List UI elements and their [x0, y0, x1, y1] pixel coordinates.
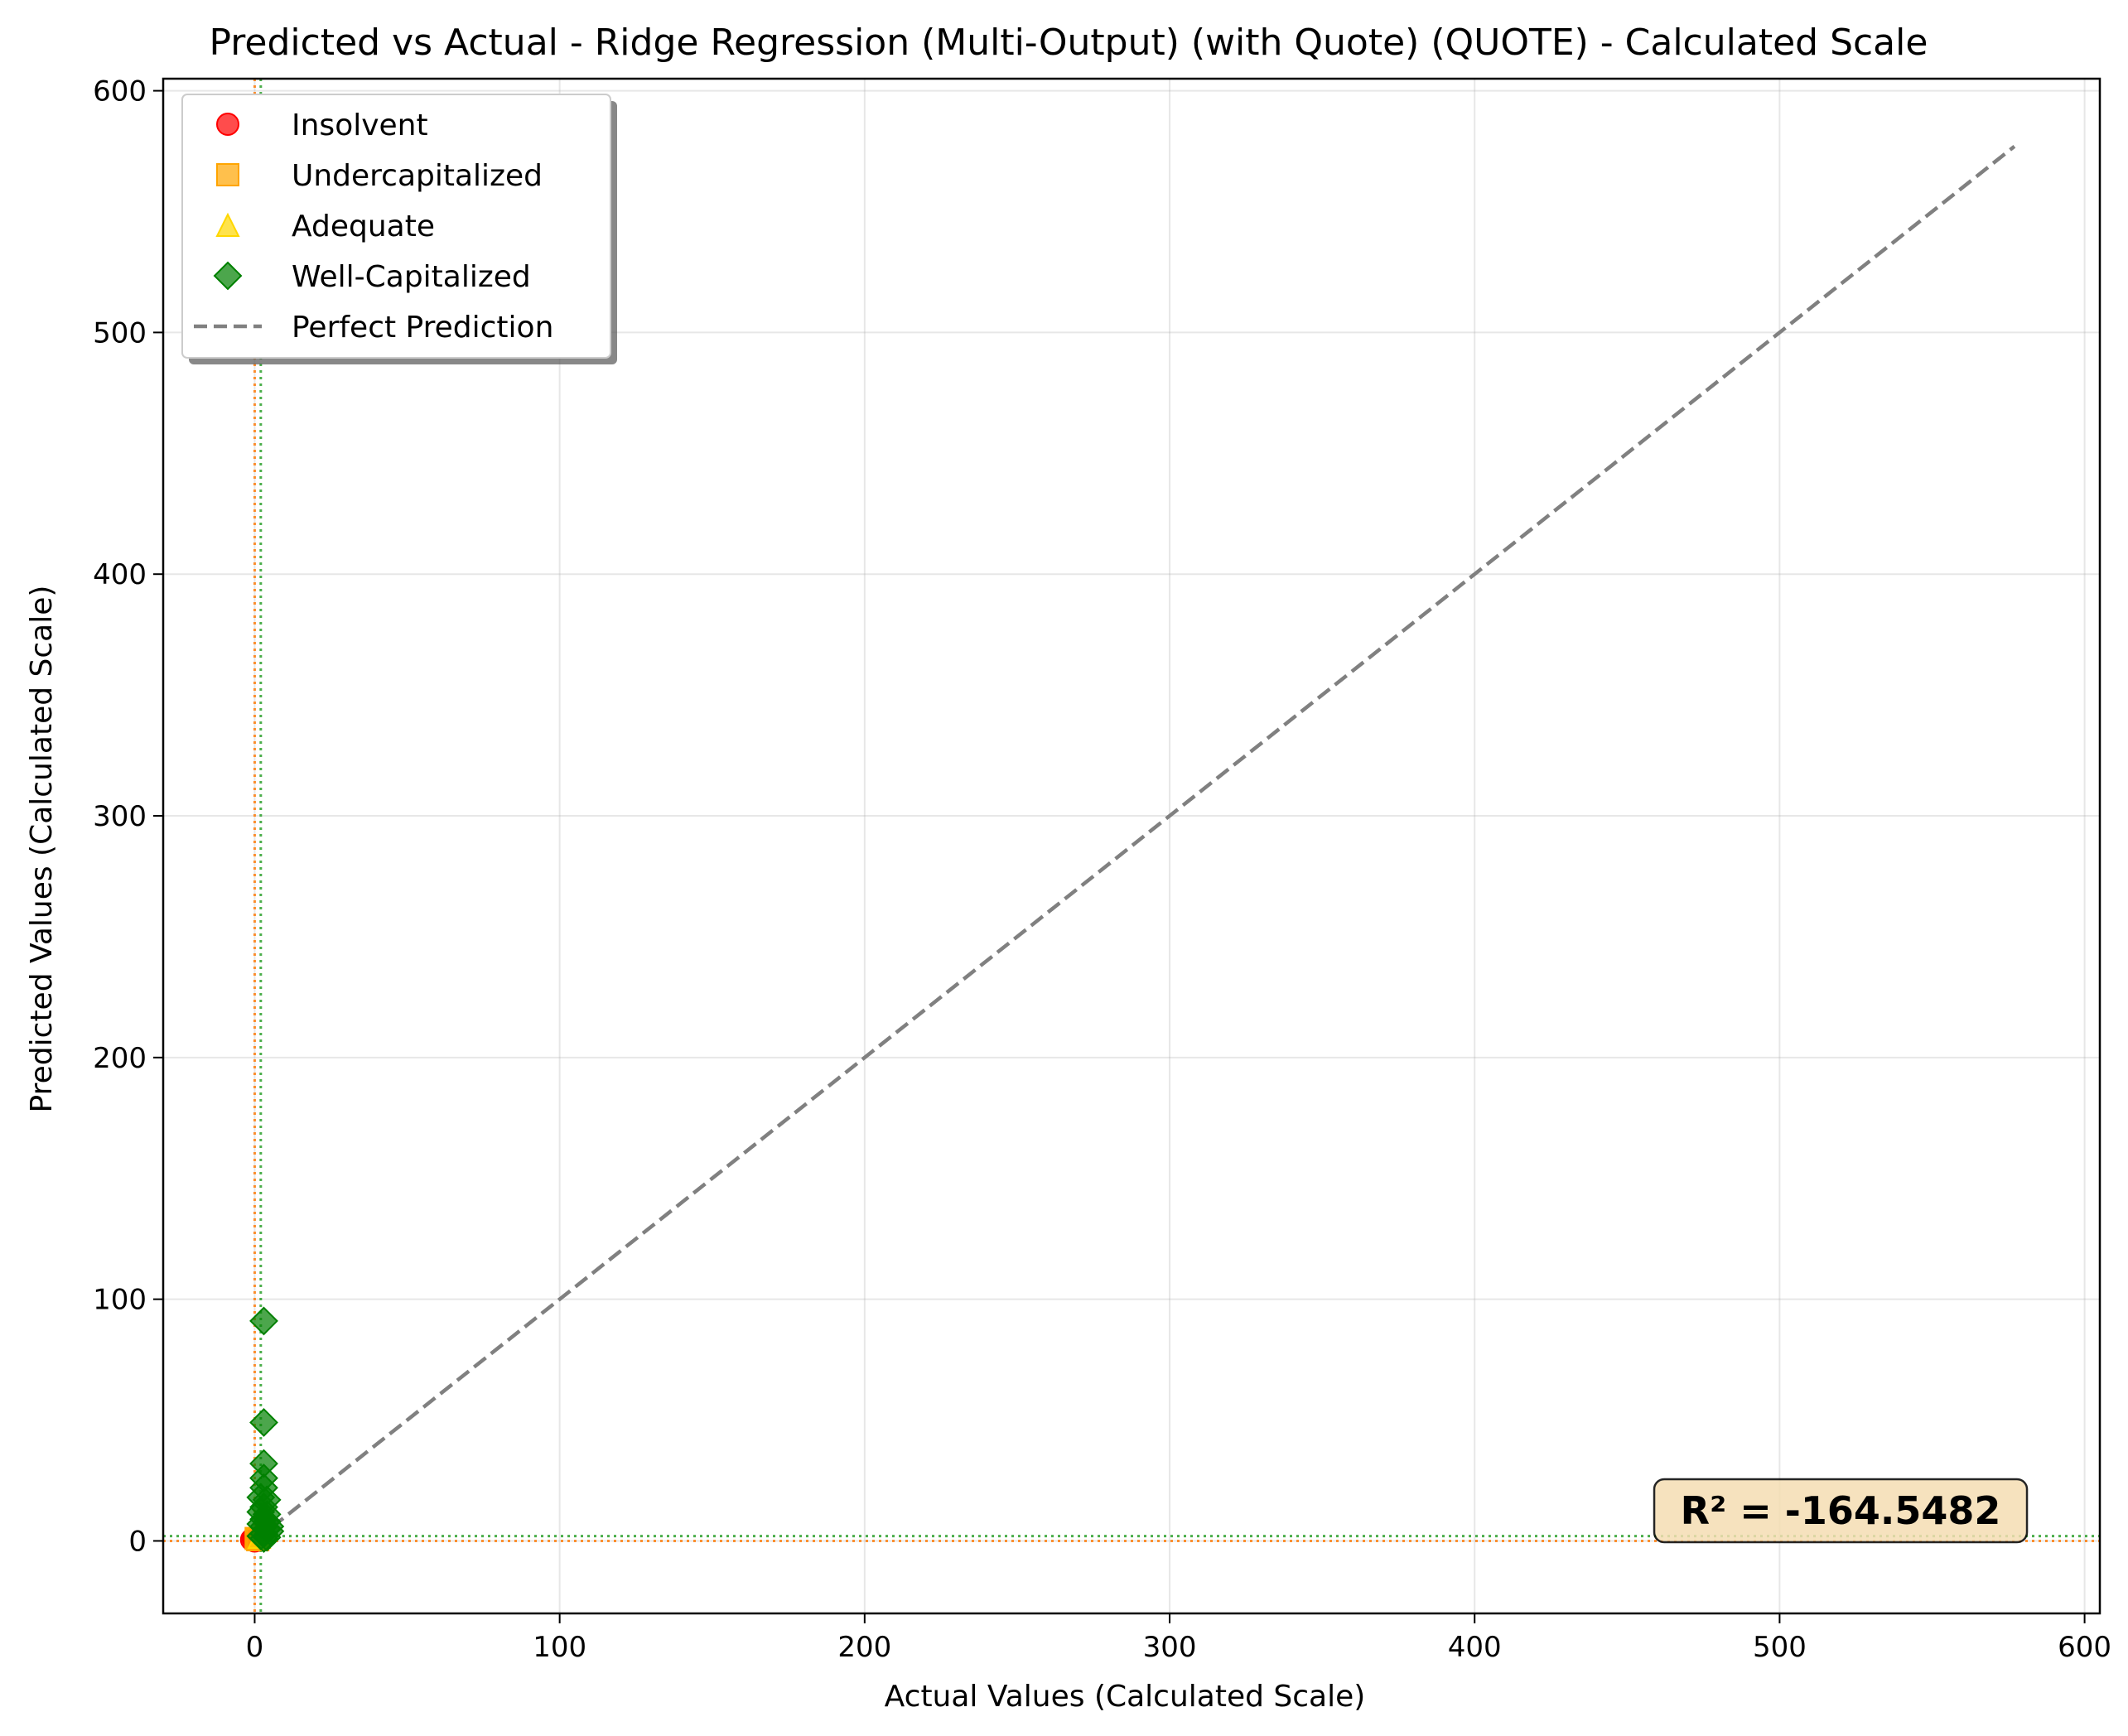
x-axis-label: Actual Values (Calculated Scale) [885, 1680, 1366, 1714]
y-tick-label: 300 [93, 800, 147, 833]
r2-annotation-box [1653, 1478, 2029, 1544]
reference-lines [163, 79, 2100, 1613]
legend-label-perfect-prediction: Perfect Prediction [292, 311, 553, 345]
x-tick-label: 600 [2058, 1631, 2111, 1664]
legend-label-insolvent: Insolvent [292, 108, 428, 142]
legend-marker-well-capitalized [213, 261, 243, 291]
y-tick-label: 100 [93, 1284, 147, 1317]
x-axis-ticks: 0 100 200 300 400 500 600 [246, 1613, 2111, 1664]
legend-marker-undercapitalized [216, 163, 239, 186]
x-tick-label: 300 [1143, 1631, 1197, 1664]
y-tick-label: 500 [93, 316, 147, 350]
legend: Insolvent Undercapitalized Adequate Well-Ca… [181, 94, 617, 364]
data-points [239, 1306, 285, 1553]
x-tick-label: 0 [246, 1631, 264, 1664]
legend-marker-adequate [215, 212, 240, 237]
well-capitalized-point [255, 1512, 285, 1541]
perfect-prediction-line [253, 144, 2016, 1543]
legend-label-undercapitalized: Undercapitalized [292, 159, 543, 193]
x-tick-label: 500 [1753, 1631, 1807, 1664]
y-tick-label: 600 [93, 75, 147, 108]
legend-label-well-capitalized: Well-Capitalized [292, 260, 531, 294]
plot-frame [162, 77, 2101, 1615]
y-tick-label: 200 [93, 1042, 147, 1075]
y-axis-label: Predicted Values (Calculated Scale) [25, 586, 59, 1113]
y-axis-ticks: 0 100 200 300 400 500 600 [93, 75, 163, 1558]
y-tick-label: 0 [128, 1525, 147, 1558]
legend-label-adequate: Adequate [292, 210, 435, 244]
chart-title: Predicted vs Actual - Ridge Regression (… [210, 22, 1928, 64]
x-tick-label: 200 [837, 1631, 891, 1664]
x-tick-label: 100 [533, 1631, 586, 1664]
y-tick-label: 400 [93, 558, 147, 591]
well-capitalized-point [249, 1306, 278, 1336]
r2-annotation: R² = -164.5482 [1653, 1478, 2029, 1544]
r2-annotation-text: R² = -164.5482 [1681, 1488, 2001, 1533]
x-tick-label: 400 [1448, 1631, 1502, 1664]
perfect-prediction-line-segment [253, 144, 2016, 1543]
legend-marker-insolvent [216, 113, 239, 136]
legend-box [181, 94, 611, 359]
well-capitalized-point [249, 1408, 278, 1437]
